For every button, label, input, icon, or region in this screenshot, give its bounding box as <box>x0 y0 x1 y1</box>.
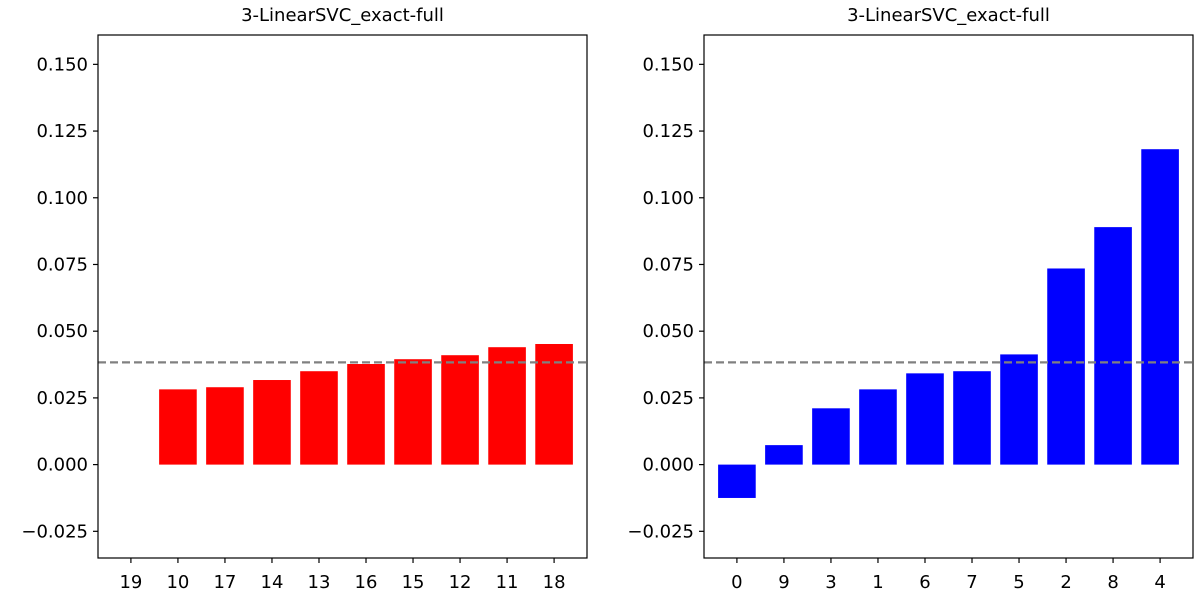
bar-13 <box>300 371 338 465</box>
x-tick-label: 5 <box>1013 572 1024 593</box>
x-tick-label: 16 <box>355 572 378 593</box>
bar-3 <box>812 408 850 465</box>
y-tick-label: 0.150 <box>642 54 694 75</box>
bar-11 <box>488 347 526 465</box>
bar-18 <box>535 343 573 465</box>
x-tick-label: 12 <box>449 572 472 593</box>
x-tick-label: 15 <box>402 572 425 593</box>
x-tick-label: 19 <box>119 572 142 593</box>
y-tick-label: 0.100 <box>642 188 694 209</box>
bar-5 <box>1000 354 1038 465</box>
x-tick-label: 6 <box>919 572 930 593</box>
bar-14 <box>253 380 291 465</box>
bar-6 <box>906 373 944 465</box>
bar-2 <box>1047 268 1085 465</box>
y-tick-label: 0.025 <box>642 388 694 409</box>
plot-frame <box>703 34 1194 559</box>
plot-frame <box>97 34 588 559</box>
x-tick-label: 17 <box>213 572 236 593</box>
y-tick-label: 0.075 <box>36 254 88 275</box>
bar-0 <box>718 464 756 498</box>
y-tick-label: 0.025 <box>36 388 88 409</box>
left-chart-panel: 3-LinearSVC_exact-full −0.025 0.000 0.025 0… <box>21 5 588 593</box>
right-chart-panel: 3-LinearSVC_exact-full −0.025 0.000 0.025 0… <box>627 5 1194 593</box>
x-tick-label: 4 <box>1154 572 1165 593</box>
x-tick-label: 3 <box>825 572 836 593</box>
y-tick-label: −0.025 <box>21 521 88 542</box>
x-tick-label: 10 <box>166 572 189 593</box>
bar-16 <box>347 364 385 465</box>
y-tick-label: 0.125 <box>36 121 88 142</box>
x-tick-label: 2 <box>1060 572 1071 593</box>
x-tick-label: 13 <box>308 572 331 593</box>
bar-8 <box>1094 227 1132 465</box>
x-tick-label: 8 <box>1107 572 1118 593</box>
y-tick-label: 0.000 <box>36 455 88 476</box>
bar-12 <box>441 355 479 465</box>
y-tick-label: 0.050 <box>36 321 88 342</box>
bar-10 <box>159 389 197 465</box>
chart-title: 3-LinearSVC_exact-full <box>241 5 444 26</box>
y-tick-label: 0.050 <box>642 321 694 342</box>
x-tick-label: 0 <box>731 572 742 593</box>
y-tick-label: 0.100 <box>36 188 88 209</box>
y-tick-label: 0.125 <box>642 121 694 142</box>
x-tick-label: 9 <box>778 572 789 593</box>
bar-15 <box>394 359 432 465</box>
chart-title: 3-LinearSVC_exact-full <box>847 5 1050 26</box>
bar-7 <box>953 371 991 465</box>
y-tick-label: −0.025 <box>627 521 694 542</box>
x-tick-label: 1 <box>872 572 883 593</box>
bar-9 <box>765 445 803 465</box>
bar-1 <box>859 389 897 465</box>
x-tick-label: 11 <box>496 572 519 593</box>
x-tick-label: 18 <box>543 572 566 593</box>
x-tick-label: 7 <box>966 572 977 593</box>
x-tick-label: 14 <box>261 572 284 593</box>
y-tick-label: 0.150 <box>36 54 88 75</box>
bar-4 <box>1141 149 1179 465</box>
y-tick-label: 0.000 <box>642 455 694 476</box>
y-tick-label: 0.075 <box>642 254 694 275</box>
bar-17 <box>206 387 244 465</box>
